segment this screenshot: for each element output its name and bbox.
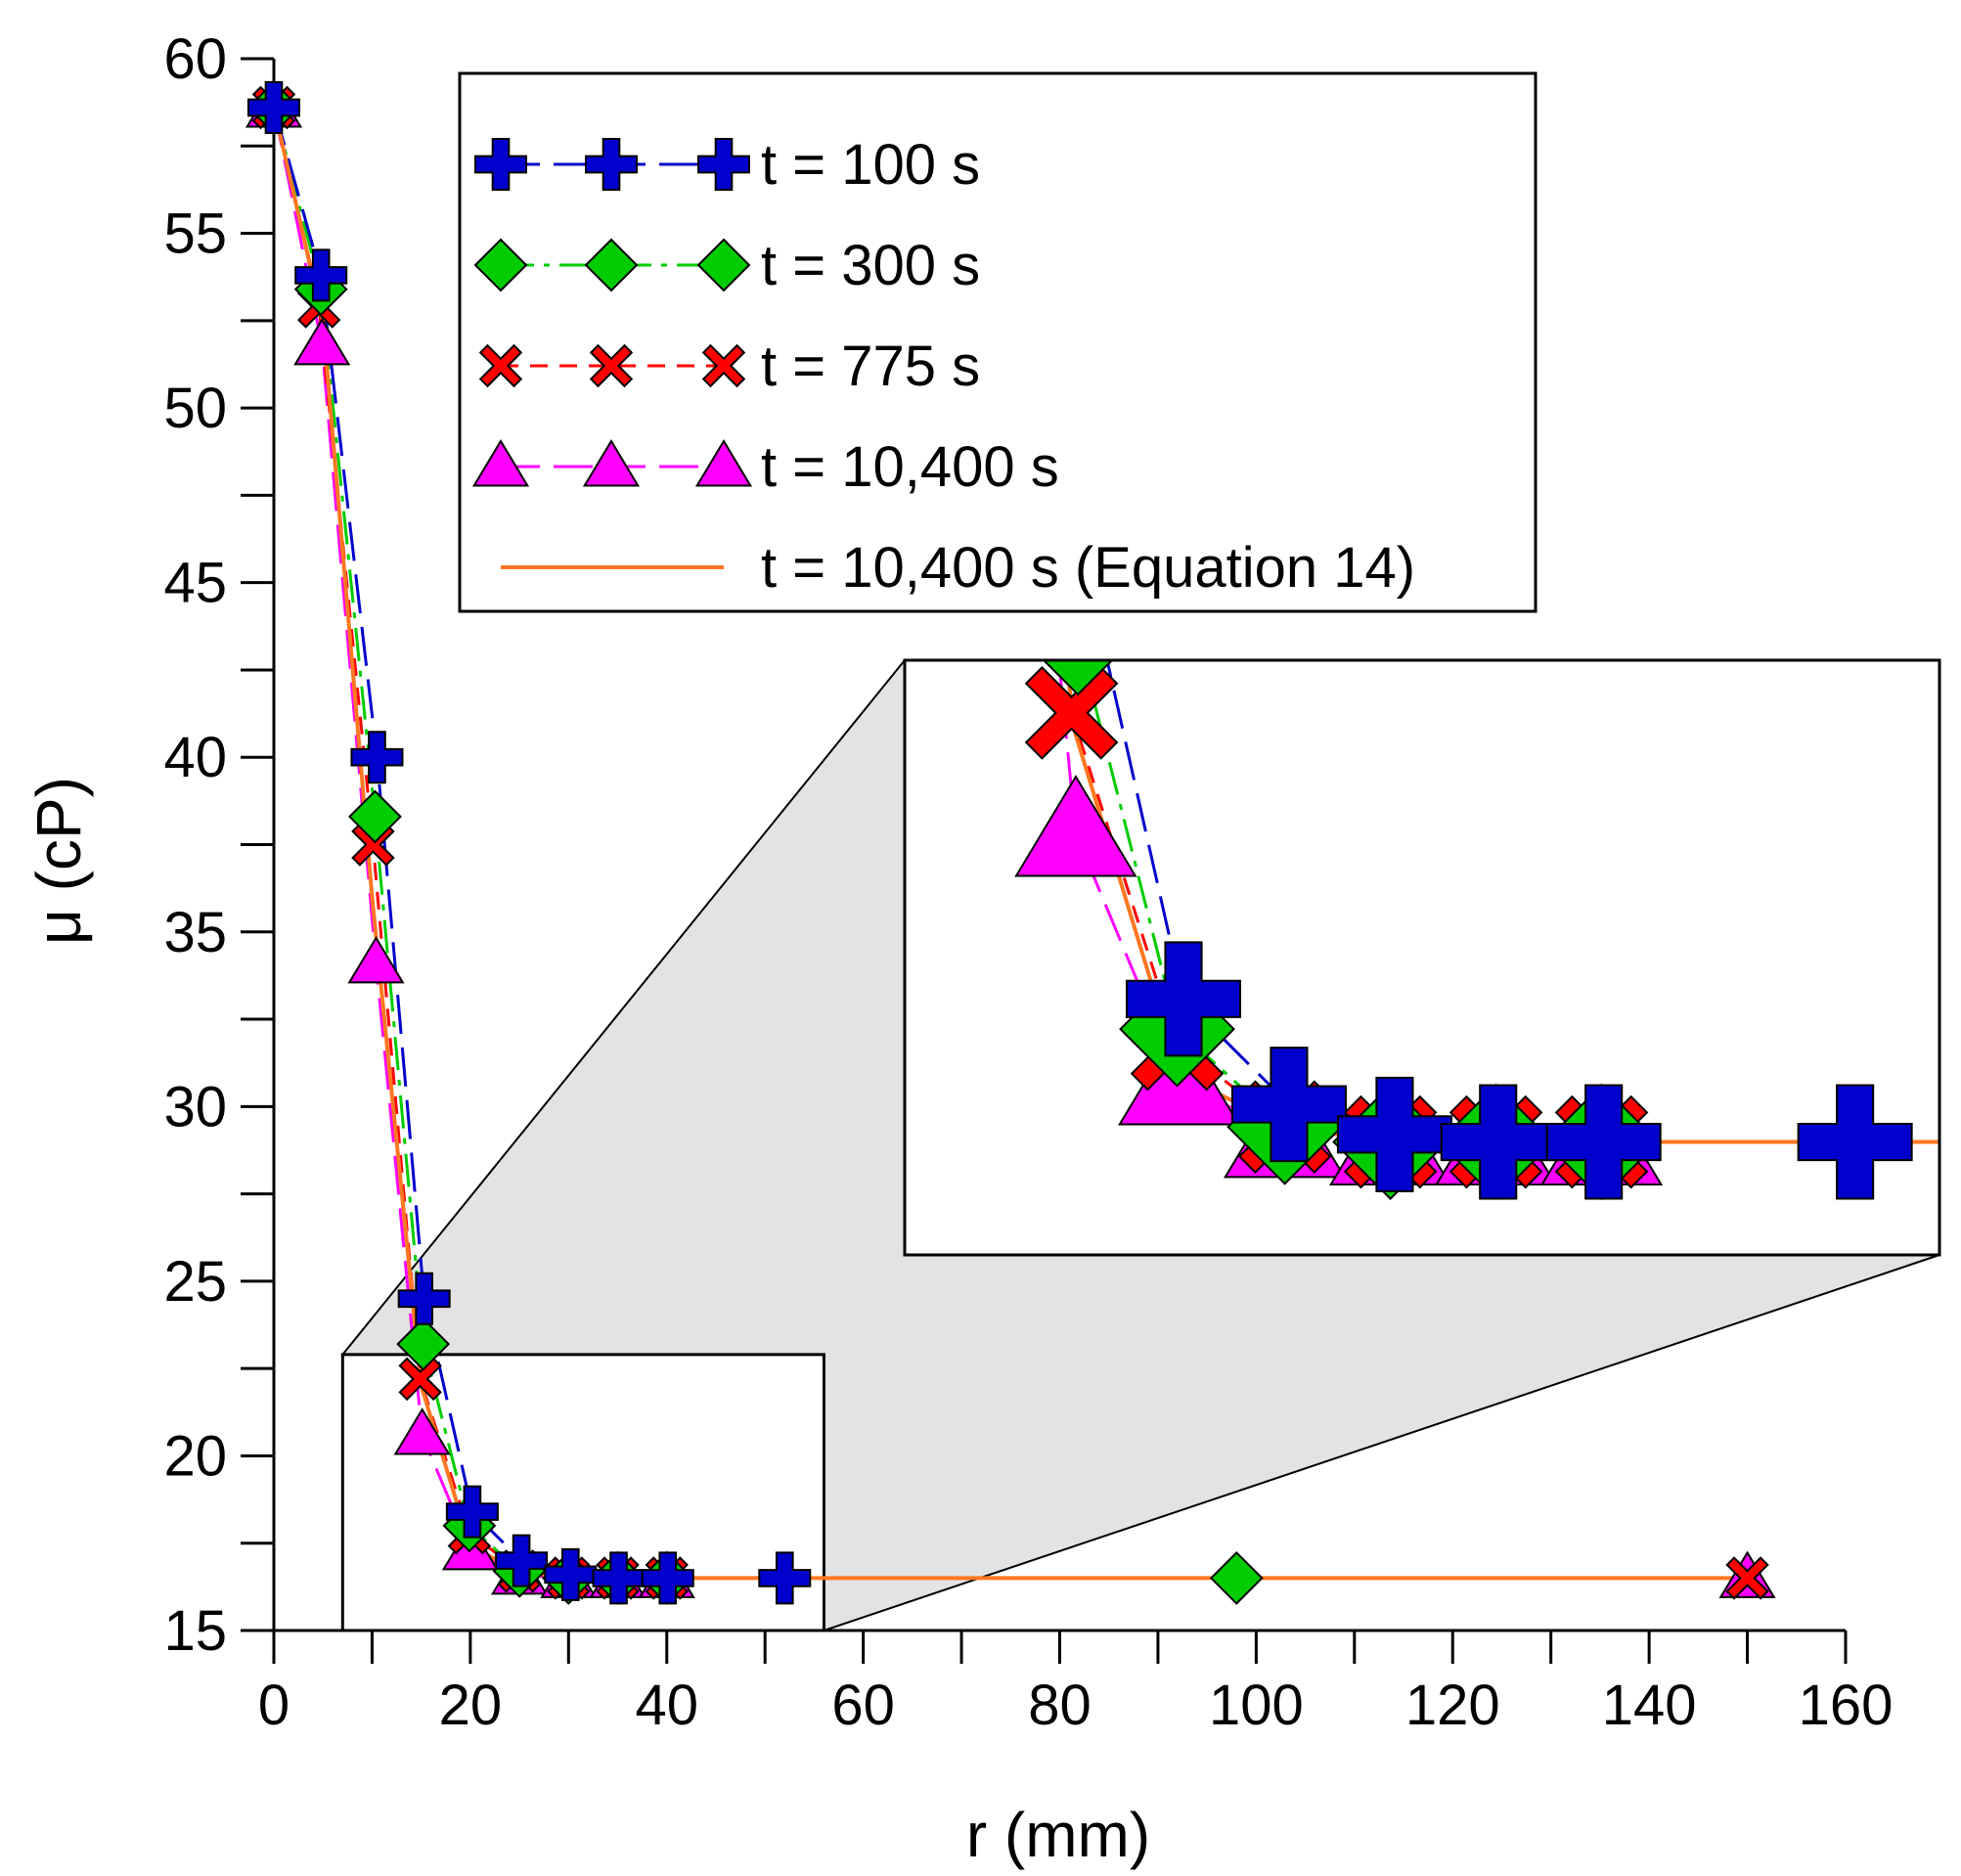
x-tick-label: 20 [439,1674,503,1737]
x-tick-label: 140 [1602,1674,1697,1737]
y-tick-label: 15 [163,1599,227,1663]
legend-label: t = 10,400 s [761,435,1059,499]
x-tick-label: 100 [1209,1674,1304,1737]
diamond-marker [1209,1551,1264,1605]
diamond-marker [584,238,639,292]
triangle-marker [471,439,530,487]
plus-marker [1440,1084,1556,1200]
y-tick-label: 40 [163,726,227,789]
triangle-marker [293,317,351,366]
legend-label: t = 300 s [761,234,980,297]
plus-marker [294,248,348,302]
plus-marker [544,1547,598,1601]
legend-label: t = 100 s [761,133,980,197]
plus-marker [474,138,527,191]
plus-marker [445,1485,499,1539]
x-tick-label: 120 [1405,1674,1500,1737]
y-tick-label: 30 [163,1075,227,1139]
y-tick-label: 60 [163,27,227,91]
zoom-connector-line [341,659,906,1356]
plus-marker [1545,1084,1662,1200]
plus-marker [350,731,404,784]
plus-marker [1797,1084,1913,1200]
plus-marker [495,1534,549,1587]
tick-labels: 0 20 40 60 80 100 120 140 160 15 20 25 30 35 40 45 50 55 6… [163,27,1893,1737]
x-marker [398,1357,442,1402]
inset-series-line [1105,660,1855,1144]
y-tick-label: 20 [163,1424,227,1488]
x-marker [1725,1556,1769,1600]
plus-marker [1336,1076,1452,1192]
legend-label: t = 775 s [761,335,980,398]
plus-marker [1126,941,1242,1057]
plus-marker [641,1551,694,1605]
diamond-marker [396,1317,451,1371]
main-plot [245,80,1776,1605]
plus-marker [758,1551,812,1605]
diamond-marker [1042,660,1114,696]
inset-plot [903,658,1941,1257]
x-tick-label: 40 [635,1674,698,1737]
triangle-marker [393,1407,451,1455]
y-tick-label: 50 [163,377,227,440]
triangle-marker [694,439,753,487]
x-axis-title: r (mm) [966,1800,1150,1870]
plus-marker [247,80,300,134]
triangle-marker [1014,775,1137,877]
plus-marker [397,1272,451,1325]
x-marker [701,343,746,388]
x-marker [478,343,523,388]
x-tick-label: 60 [831,1674,895,1737]
y-tick-label: 25 [163,1250,227,1314]
x-tick-label: 0 [258,1674,290,1737]
y-axis-title: μ (cP) [23,777,94,945]
plus-marker [697,138,750,191]
x-tick-label: 160 [1799,1674,1894,1737]
inset-content [1014,660,1939,1200]
zoom-connector-line [824,1254,1940,1631]
legend-box [458,71,1538,613]
legend-label: t = 10,400 s (Equation 14) [761,536,1415,600]
series-line [272,107,1237,1580]
inset-series-line [1065,660,1939,1144]
legend: t = 100 s t = 300 s t = 775 s t = 10,400 s t… [458,71,1538,613]
y-tick-label: 35 [163,901,227,964]
x-tick-label: 80 [1028,1674,1092,1737]
diamond-marker [696,238,751,292]
diamond-marker [473,238,528,292]
inset-border [903,658,1941,1257]
triangle-marker [582,439,641,487]
zoom-region [340,659,1940,1632]
plus-marker [1230,1047,1347,1163]
x-marker [589,343,634,388]
y-tick-label: 55 [163,202,227,266]
x-marker [1024,666,1119,760]
y-tick-label: 45 [163,552,227,615]
triangle-marker [347,935,405,984]
plus-marker [592,1551,646,1605]
zoom-connector-fill [342,660,1939,1630]
diamond-marker [348,789,402,844]
plus-marker [585,138,638,191]
